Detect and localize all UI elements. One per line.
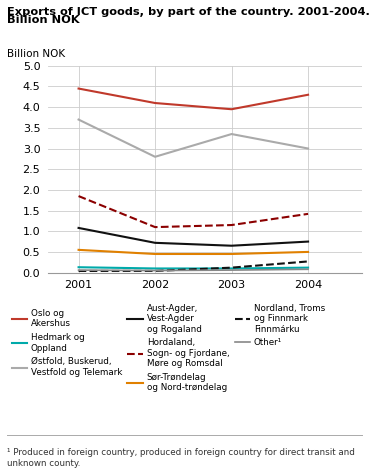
Text: Exports of ICT goods, by part of the country. 2001-2004.: Exports of ICT goods, by part of the cou… [7,7,369,17]
Text: Billion NOK: Billion NOK [7,15,80,25]
Text: ¹ Produced in foreign country, produced in foreign country for direct transit an: ¹ Produced in foreign country, produced … [7,447,355,468]
Text: Billion NOK: Billion NOK [7,49,66,59]
Legend: Oslo og
Akershus, Hedmark og
Oppland, Østfold, Buskerud,
Vestfold og Telemark, A: Oslo og Akershus, Hedmark og Oppland, Øs… [11,304,325,392]
